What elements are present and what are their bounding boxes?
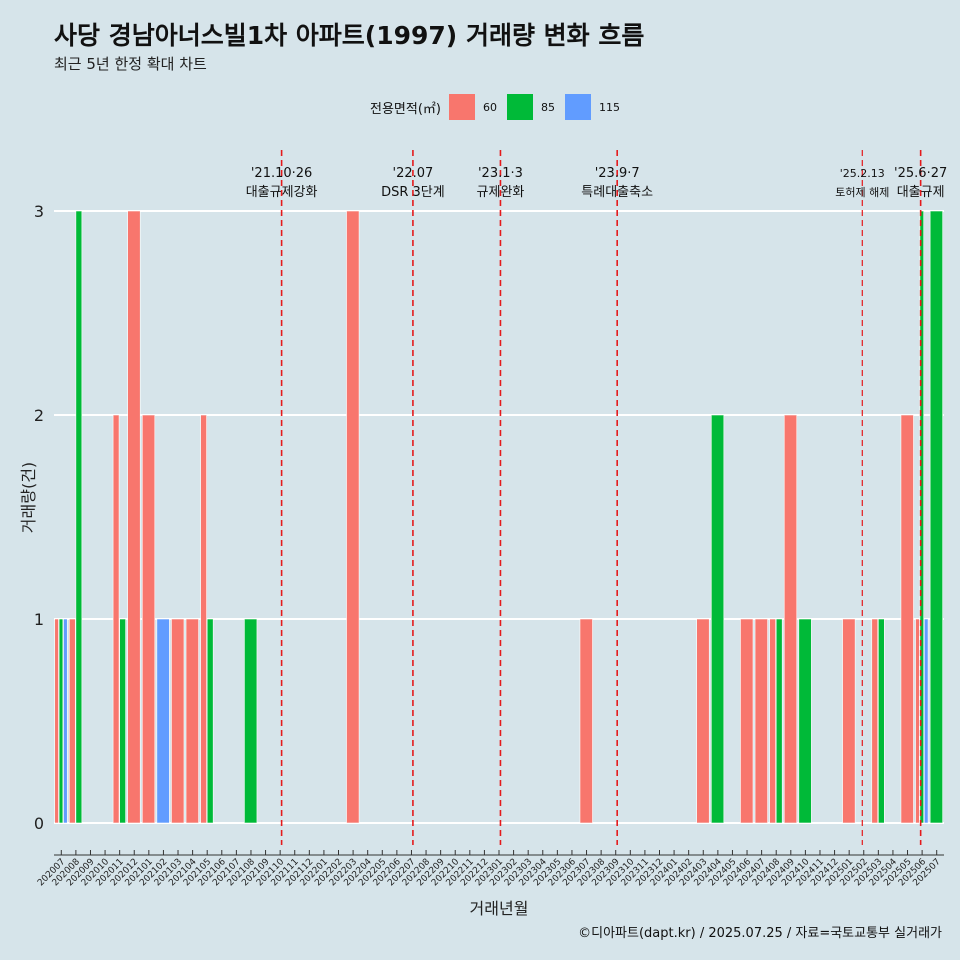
event-date-1: '22.07 <box>393 166 434 181</box>
legend-key-85 <box>506 94 533 120</box>
bar-202409-60 <box>783 414 798 824</box>
bar-202103-60 <box>171 618 185 824</box>
event-label-1: DSR 3단계 <box>381 185 445 200</box>
event-date-0: '21.10·26 <box>251 166 312 181</box>
y-tick-label-3: 3 <box>34 202 44 221</box>
bar-202410-85 <box>798 618 812 824</box>
bar-202007-115 <box>63 618 68 824</box>
x-axis-title: 거래년월 <box>470 899 529 918</box>
legend: 전용면적(㎡) 60 85 115 <box>370 94 630 120</box>
bar-202102-115 <box>156 618 170 824</box>
bar-202101-60 <box>141 414 156 824</box>
bar-202507-85 <box>929 210 943 824</box>
bar-202501-60 <box>842 618 856 824</box>
bar-202008-60 <box>69 618 76 824</box>
bar-202403-60 <box>696 618 710 824</box>
bar-202105-85 <box>206 618 214 824</box>
bar-202506-115 <box>924 618 929 824</box>
event-label-5: 대출규제 <box>897 185 945 200</box>
bar-202307-60 <box>579 618 593 824</box>
bar-202506-85 <box>919 210 925 824</box>
bar-202105-60 <box>200 414 207 824</box>
bar-202007-60 <box>54 618 59 824</box>
bar-202505-60 <box>900 414 914 824</box>
bar-202404-85 <box>710 414 725 824</box>
legend-label-115: 115 <box>598 100 620 114</box>
bar-202008-85 <box>75 210 83 824</box>
y-tick-label-0: 0 <box>34 814 44 833</box>
event-label-0: 대출규제강화 <box>246 185 318 200</box>
event-label-4: 토허제 해제 <box>835 185 889 199</box>
bar-202011-85 <box>119 618 126 824</box>
y-tick-label-2: 2 <box>34 406 44 425</box>
source-caption: ©디아파트(dapt.kr) / 2025.07.25 / 자료=국토교통부 실… <box>578 926 942 941</box>
legend-key-60 <box>448 94 475 120</box>
bar-202506-60 <box>915 618 920 824</box>
event-date-3: '23.9·7 <box>595 166 640 181</box>
bar-202408-60 <box>769 618 776 824</box>
event-date-2: '23.1·3 <box>478 166 523 181</box>
event-label-2: 규제완화 <box>477 185 525 200</box>
bar-202108-85 <box>244 618 258 824</box>
bar-202503-60 <box>871 618 879 824</box>
bar-202012-60 <box>127 210 141 824</box>
y-tick-label-1: 1 <box>34 610 44 629</box>
chart-title: 사당 경남아너스빌1차 아파트(1997) 거래량 변화 흐름 <box>54 21 645 50</box>
bar-202203-60 <box>346 210 360 824</box>
legend-label-60: 60 <box>482 100 497 114</box>
bar-202406-60 <box>740 618 754 824</box>
bar-202408-85 <box>775 618 783 824</box>
legend-label-85: 85 <box>540 100 555 114</box>
legend-key-115 <box>564 94 591 120</box>
bar-202011-60 <box>112 414 120 824</box>
bar-202104-60 <box>185 618 199 824</box>
bar-202503-85 <box>878 618 885 824</box>
legend-title: 전용면적(㎡) <box>370 101 441 117</box>
bar-202407-60 <box>754 618 768 824</box>
bar-202007-85 <box>58 618 64 824</box>
chart-subtitle: 최근 5년 한정 확대 차트 <box>54 55 207 73</box>
event-date-4: '25.2.13 <box>840 167 885 180</box>
event-date-5: '25.6·27 <box>894 166 947 181</box>
y-axis-title: 거래량(건) <box>19 462 38 533</box>
event-label-3: 특례대출축소 <box>581 185 653 200</box>
